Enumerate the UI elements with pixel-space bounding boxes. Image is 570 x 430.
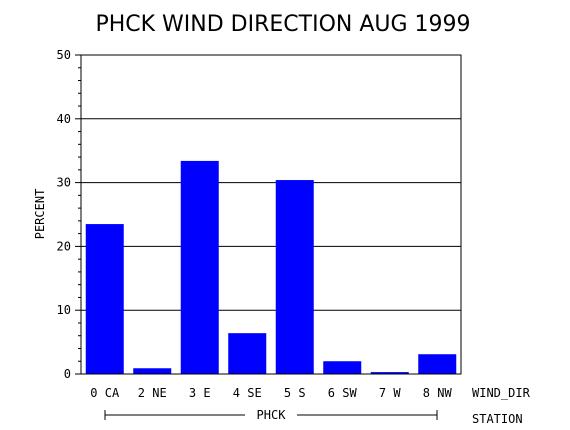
x-tick-labels: 0 CA 2 NE 3 E 4 SE 5 S 6 SW 7 W 8 NW xyxy=(90,386,452,400)
y-tick-label: 0 xyxy=(64,367,71,381)
x-tick-label: 8 NW xyxy=(423,386,453,400)
bar xyxy=(418,354,457,374)
bar xyxy=(370,372,409,374)
bar xyxy=(133,368,172,374)
y-tick-label: 20 xyxy=(57,239,71,253)
y-axis-label: PERCENT xyxy=(33,189,47,240)
x-tick-label: 0 CA xyxy=(90,386,120,400)
x-tick-label: 3 E xyxy=(189,386,211,400)
x-tick-label: 6 SW xyxy=(328,386,358,400)
bars xyxy=(85,160,457,374)
y-tick-label: 30 xyxy=(57,176,71,190)
y-tick-label: 40 xyxy=(57,112,71,126)
x-tick-label: 2 NE xyxy=(138,386,167,400)
bar xyxy=(275,180,314,374)
x-tick-label: 7 W xyxy=(379,386,401,400)
grid xyxy=(81,54,461,311)
bar xyxy=(180,160,219,374)
station-bracket: PHCK xyxy=(104,408,438,422)
x-tick-label: 5 S xyxy=(284,386,306,400)
y-tick-labels: 0 10 20 30 40 50 xyxy=(57,48,71,381)
plot-frame xyxy=(80,54,462,375)
bar xyxy=(323,361,362,374)
y-tick-label: 50 xyxy=(57,48,71,62)
station-name: PHCK xyxy=(257,408,287,422)
bar xyxy=(85,224,124,374)
y-tick-label: 10 xyxy=(57,303,71,317)
station-label: STATION xyxy=(472,412,523,426)
bar xyxy=(228,333,267,374)
x-tick-label: 4 SE xyxy=(233,386,262,400)
axes xyxy=(75,54,462,375)
x-group-label: WIND_DIR xyxy=(472,386,531,400)
chart-title: PHCK WIND DIRECTION AUG 1999 xyxy=(95,12,470,37)
